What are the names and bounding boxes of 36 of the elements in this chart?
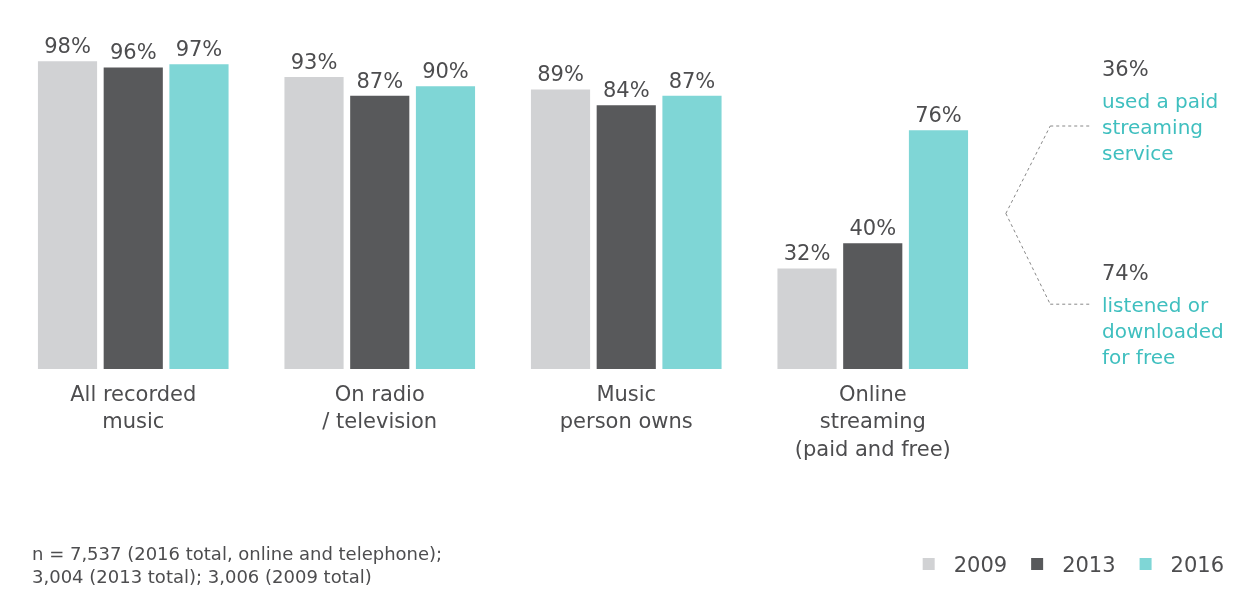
data-label: 84% — [602, 78, 650, 103]
bar — [662, 95, 722, 369]
data-label: 97% — [175, 37, 223, 62]
bar — [596, 105, 656, 369]
bar — [530, 89, 591, 369]
data-label: 98% — [44, 34, 91, 59]
x-tick-label: All recorded music — [70, 382, 197, 434]
bar — [284, 76, 344, 369]
text: n = 7,537 (2016 total, online and telephone); 3,004 (2013 total); 3,006 (2009 total) — [32, 543, 443, 588]
data-label: 93% — [290, 49, 338, 74]
bar — [103, 67, 163, 369]
legend-label: 2013 — [1062, 553, 1116, 578]
legend-label: 2016 — [1170, 553, 1225, 578]
data-label: 40% — [849, 216, 897, 241]
x-tick-label: Online streaming (paid and free) — [794, 382, 951, 461]
text: used a paid streaming service — [1102, 89, 1219, 165]
text: 74% — [1102, 261, 1149, 285]
data-label: 89% — [537, 62, 584, 87]
bar — [843, 243, 903, 369]
data-label: 87% — [668, 68, 716, 93]
data-label: 87% — [356, 68, 404, 93]
text: 36% — [1102, 57, 1149, 81]
data-label: 96% — [109, 40, 157, 65]
bar — [777, 268, 837, 369]
bar — [415, 86, 476, 369]
legend-label: 2009 — [953, 553, 1008, 578]
data-label: 32% — [783, 241, 831, 266]
data-label: 76% — [915, 103, 962, 128]
bar — [169, 64, 229, 369]
text: listened or downloaded for free — [1102, 293, 1224, 369]
x-tick-label: Music person owns — [559, 382, 693, 434]
bar — [908, 130, 969, 369]
data-label: 90% — [422, 59, 469, 84]
bar — [37, 61, 98, 369]
x-tick-label: On radio / television — [322, 382, 438, 434]
bar — [350, 95, 410, 369]
